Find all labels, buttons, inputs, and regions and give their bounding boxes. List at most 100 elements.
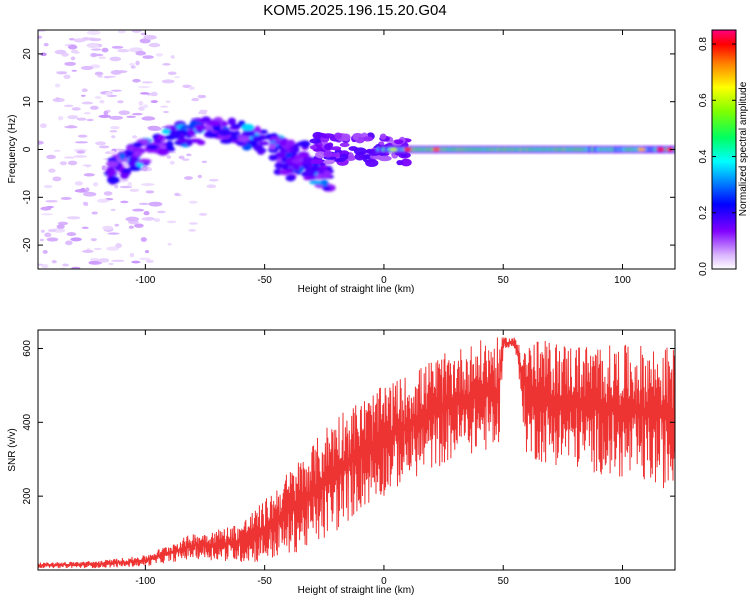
- branch-blob: [130, 156, 139, 165]
- noise-speck: [174, 192, 180, 197]
- spectrogram-ytick-label: 10: [22, 96, 33, 108]
- branch-blob: [241, 123, 255, 132]
- band-halo: [312, 131, 324, 140]
- noise-speck: [73, 38, 87, 43]
- snr-line: [38, 337, 675, 569]
- noise-speck: [90, 48, 102, 51]
- branch-blob: [119, 152, 126, 161]
- noise-speck: [63, 156, 75, 159]
- band-halo: [341, 133, 351, 142]
- colorbar-label: Normalized spectral amplitude: [738, 81, 749, 216]
- noise-speck: [114, 223, 120, 227]
- branch-blob: [156, 147, 170, 156]
- noise-speck: [59, 161, 68, 166]
- snr-xtick-label: -50: [257, 576, 272, 587]
- noise-speck: [127, 181, 133, 187]
- noise-speck: [47, 228, 57, 233]
- branch-blob: [207, 120, 221, 127]
- noise-speck: [109, 56, 122, 62]
- noise-speck: [107, 232, 120, 235]
- snr-frame: [37, 329, 676, 571]
- branch-blob: [269, 136, 282, 141]
- branch-blob: [287, 162, 299, 168]
- band-halo: [400, 158, 412, 167]
- noise-speck: [62, 263, 69, 267]
- branch-blob: [231, 124, 243, 129]
- noise-speck: [39, 238, 44, 242]
- noise-speck: [81, 88, 88, 93]
- branch-blob: [294, 154, 304, 160]
- noise-speck: [63, 74, 71, 80]
- branch-blob: [146, 144, 159, 150]
- noise-speck: [94, 247, 102, 251]
- noise-speck: [110, 70, 122, 75]
- band-peak: [432, 147, 441, 152]
- branch-blob: [254, 125, 261, 133]
- noise-speck: [86, 30, 101, 36]
- curved-branch: [103, 116, 336, 192]
- noise-speck: [105, 91, 112, 96]
- noise-speck: [142, 55, 154, 59]
- noise-speck: [126, 115, 137, 118]
- noise-speck: [106, 246, 120, 251]
- snr-xtick-label: 100: [614, 576, 631, 587]
- band-peak: [389, 147, 398, 152]
- noise-speck: [38, 140, 44, 145]
- noise-speck: [92, 182, 99, 187]
- branch-blob: [258, 141, 270, 146]
- noise-speck: [51, 259, 57, 264]
- band-halo: [379, 133, 387, 140]
- noise-speck: [71, 266, 81, 269]
- noise-speck: [70, 56, 76, 61]
- noise-speck: [38, 35, 43, 39]
- noise-speck: [206, 184, 217, 189]
- noise-speck: [46, 237, 59, 242]
- noise-speck: [132, 112, 143, 116]
- branch-blob: [107, 176, 120, 185]
- band-halo: [372, 155, 384, 160]
- noise-speck: [174, 76, 181, 79]
- noise-speck: [98, 145, 110, 149]
- noise-speck: [148, 42, 161, 48]
- noise-speck: [40, 206, 52, 211]
- noise-speck: [80, 65, 94, 71]
- noise-speck: [140, 32, 147, 36]
- branch-blob: [157, 134, 166, 140]
- noise-speck: [145, 216, 155, 221]
- noise-speck: [99, 99, 105, 104]
- noise-speck: [76, 150, 86, 154]
- branch-blob: [298, 140, 311, 147]
- noise-speck: [54, 49, 67, 55]
- band-halo: [331, 146, 342, 151]
- noise-speck: [114, 184, 119, 189]
- noise-speck: [138, 106, 145, 111]
- noise-speck: [141, 81, 154, 84]
- noise-speck: [208, 178, 219, 182]
- noise-speck: [161, 79, 175, 84]
- band-halo: [323, 150, 333, 158]
- colorbar-gradient: [711, 29, 737, 270]
- noise-speck: [98, 56, 107, 60]
- noise-speck: [56, 224, 65, 229]
- branch-blob: [274, 140, 284, 145]
- band-halo: [309, 138, 322, 144]
- branch-blob: [309, 180, 323, 185]
- noise-speck: [43, 42, 49, 47]
- noise-speck: [130, 65, 136, 69]
- branch-blob: [259, 129, 268, 134]
- noise-speck: [52, 176, 62, 182]
- noise-speck: [199, 109, 208, 113]
- noise-speck: [132, 78, 141, 83]
- noise-speck: [76, 117, 87, 121]
- noise-speck: [143, 210, 150, 216]
- snr-ytick-label: 400: [22, 414, 33, 431]
- branch-blob: [322, 185, 332, 191]
- noise-speck: [40, 213, 54, 216]
- noise-speck: [77, 134, 88, 138]
- band-halo: [315, 151, 327, 159]
- snr-xlabel: Height of straight line (km): [298, 585, 415, 596]
- snr-ticks: -100 -50 0 50 100 200 400 600: [22, 330, 675, 587]
- branch-blob: [108, 170, 117, 176]
- noise-speck: [82, 201, 89, 206]
